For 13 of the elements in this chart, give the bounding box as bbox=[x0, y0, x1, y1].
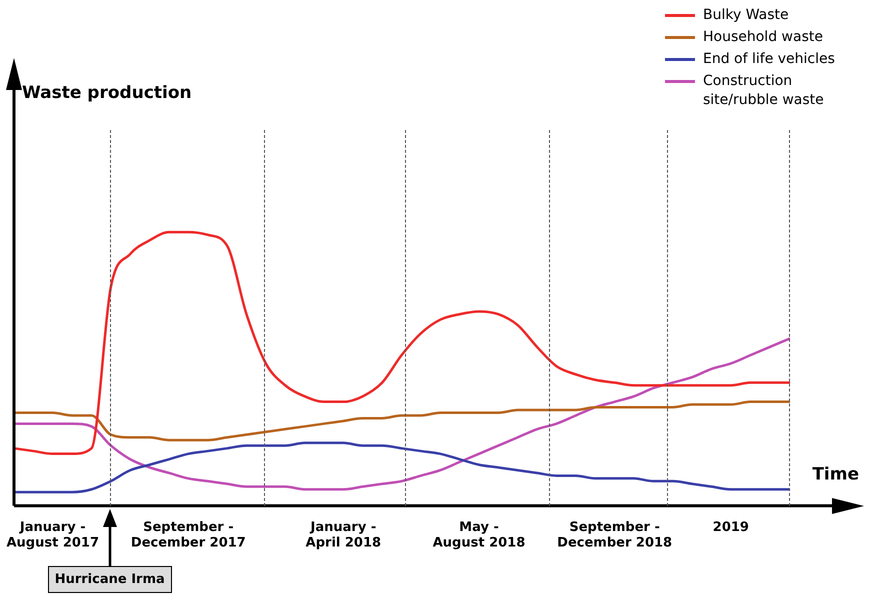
x-tick-label: January - August 2017 bbox=[6, 520, 100, 551]
x-tick-label: September - December 2017 bbox=[130, 520, 246, 551]
legend-label: End of life vehicles bbox=[703, 50, 836, 69]
legend-label: Household waste bbox=[703, 28, 824, 47]
x-tick-label: May - August 2018 bbox=[432, 520, 526, 551]
x-tick-label: 2019 bbox=[712, 520, 749, 535]
legend-label: Construction site/rubble waste bbox=[703, 72, 825, 110]
text: Waste production bbox=[22, 82, 192, 103]
legend-label: Bulky Waste bbox=[703, 6, 790, 25]
x-axis-title: Time bbox=[812, 464, 859, 485]
text: Hurricane Irma bbox=[48, 566, 172, 593]
x-tick-label: January - April 2018 bbox=[306, 520, 382, 551]
x-tick-label: September - December 2018 bbox=[557, 520, 672, 551]
